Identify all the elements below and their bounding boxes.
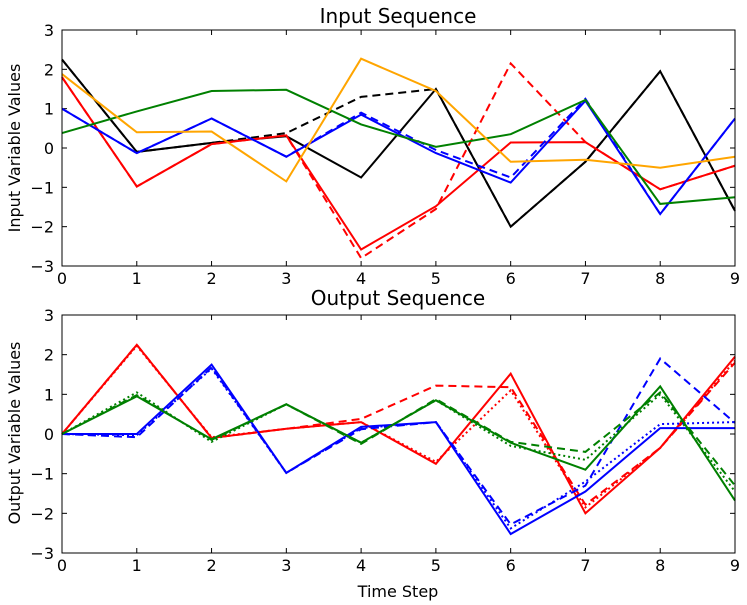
input-sequence-panel: Input Sequence Input Variable Values 0 1 2…: [5, 4, 740, 288]
y-tick-label: 0: [44, 425, 54, 444]
series-line-blue-solid: [61, 99, 736, 216]
x-axis-label: Time Step: [357, 582, 439, 601]
series-line-blue-dotted: [61, 367, 736, 530]
x-tick-label: 0: [57, 556, 67, 575]
x-tick-label: 9: [730, 556, 740, 575]
x-tick-label: 5: [431, 269, 441, 288]
series-line-red-solid: [61, 343, 736, 515]
x-tick-label: 7: [580, 556, 590, 575]
x-tick-label: 7: [580, 269, 590, 288]
x-tick-label: 3: [281, 556, 291, 575]
x-tick-label: 6: [506, 269, 516, 288]
y-tick-label: 1: [44, 100, 54, 119]
x-tick-label: 8: [655, 556, 665, 575]
x-tick-label: 9: [730, 269, 740, 288]
series-line-black-dashed: [61, 58, 736, 229]
series-line-green-solid: [61, 88, 736, 205]
y-tick-label: −3: [30, 544, 54, 563]
x-tick-label: 1: [132, 269, 142, 288]
series-line-red-dashed: [61, 61, 736, 260]
y-tick-label: 1: [44, 385, 54, 404]
series-line-orange-solid: [61, 57, 736, 183]
y-tick-label: 3: [44, 21, 54, 40]
series-line-green-dotted: [61, 391, 736, 493]
y-tick-label: −3: [30, 257, 54, 276]
x-tick-label: 5: [431, 556, 441, 575]
y-axis-label: Input Variable Values: [5, 64, 24, 233]
y-tick-label: −1: [30, 178, 54, 197]
plot-area: 0 1 2 3 4 5 6 7 8 9 3 2 1 0 −1 −2 −3: [30, 306, 740, 575]
x-tick-label: 6: [506, 556, 516, 575]
series-line-black-solid: [61, 58, 736, 229]
y-tick-label: −2: [30, 218, 54, 237]
y-axis-label: Output Variable Values: [5, 342, 24, 525]
plot-frame: [61, 29, 736, 267]
y-tick-label: −2: [30, 504, 54, 523]
y-tick-label: 2: [44, 346, 54, 365]
series-line-red-dotted: [61, 344, 736, 509]
x-tick-label: 3: [281, 269, 291, 288]
x-tick-label: 2: [206, 269, 216, 288]
series-line-blue-dashed: [61, 357, 736, 526]
chart-title: Input Sequence: [320, 4, 477, 28]
series-line-blue-dashed: [61, 97, 736, 216]
x-tick-label: 4: [356, 556, 366, 575]
plot-area: 0 1 2 3 4 5 6 7 8 9 3 2 1 0 −1 −2 −3: [30, 21, 740, 288]
output-sequence-panel: Output Sequence Output Variable Values T…: [5, 286, 740, 601]
y-tick-label: 2: [44, 60, 54, 79]
y-tick-label: 0: [44, 139, 54, 158]
y-tick-label: −1: [30, 465, 54, 484]
series-line-blue-solid: [62, 363, 735, 536]
plot-frame: [61, 314, 736, 554]
x-tick-label: 0: [57, 269, 67, 288]
x-tick-label: 8: [655, 269, 665, 288]
x-tick-label: 2: [206, 556, 216, 575]
y-tick-label: 3: [44, 306, 54, 325]
x-tick-label: 4: [356, 269, 366, 288]
series-line-red-dashed: [61, 343, 736, 507]
chart-title: Output Sequence: [311, 286, 485, 310]
x-tick-label: 1: [132, 556, 142, 575]
